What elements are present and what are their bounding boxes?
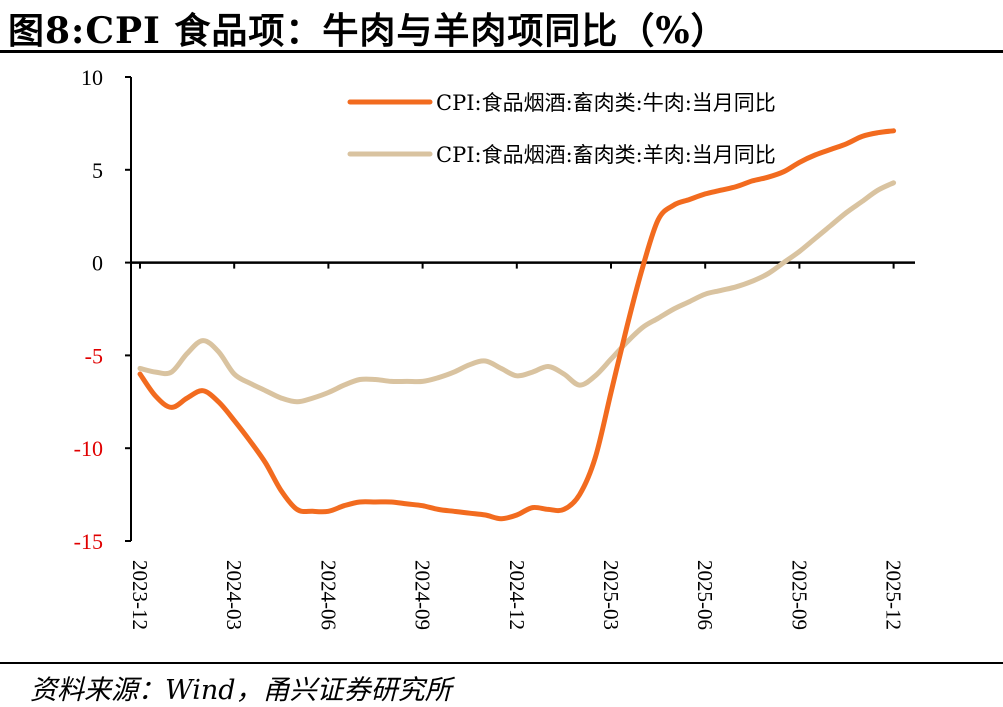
- x-tick-label: 2024-06: [316, 560, 340, 630]
- legend-label: CPI:食品烟酒:畜肉类:羊肉:当月同比: [436, 143, 776, 167]
- x-tick-label: 2025-03: [599, 560, 623, 630]
- series-layer: [137, 128, 897, 522]
- source-divider: [0, 662, 1003, 664]
- series-line-mutton: [137, 180, 897, 405]
- y-tick-label: -10: [74, 436, 103, 461]
- x-axis-ticks: 2023-12 2024-03 2024-06 2024-09 2024-12 2025-…: [128, 262, 906, 630]
- legend-label: CPI:食品烟酒:畜肉类:牛肉:当月同比: [436, 91, 776, 115]
- y-axis-ticks: 10 5 0 -5 -10 -15: [74, 65, 131, 554]
- y-tick-label: 0: [92, 251, 103, 276]
- x-tick-label: 2024-09: [411, 560, 435, 630]
- title-divider: [0, 50, 1003, 53]
- y-tick-label: 10: [81, 65, 103, 90]
- x-tick-label: 2024-03: [222, 560, 246, 630]
- series-line-beef: [137, 128, 897, 522]
- source-note: 资料来源：Wind，甬兴证券研究所: [30, 675, 452, 706]
- x-tick-label: 2025-06: [693, 560, 717, 630]
- legend-item-mutton: CPI:食品烟酒:畜肉类:羊肉:当月同比: [347, 143, 776, 167]
- chart-title: 图8:CPI 食品项：牛肉与羊肉项同比（%）: [8, 10, 728, 52]
- x-tick-label: 2025-12: [882, 560, 906, 630]
- x-tick-label: 2023-12: [128, 560, 152, 630]
- x-tick-label: 2025-09: [787, 560, 811, 630]
- legend: CPI:食品烟酒:畜肉类:牛肉:当月同比 CPI:食品烟酒:畜肉类:羊肉:当月同比: [347, 91, 776, 167]
- x-tick-label: 2024-12: [505, 560, 529, 630]
- y-tick-label: 5: [92, 158, 103, 183]
- y-tick-label: -5: [85, 343, 103, 368]
- y-tick-label: -15: [74, 529, 103, 554]
- legend-item-beef: CPI:食品烟酒:畜肉类:牛肉:当月同比: [347, 91, 776, 115]
